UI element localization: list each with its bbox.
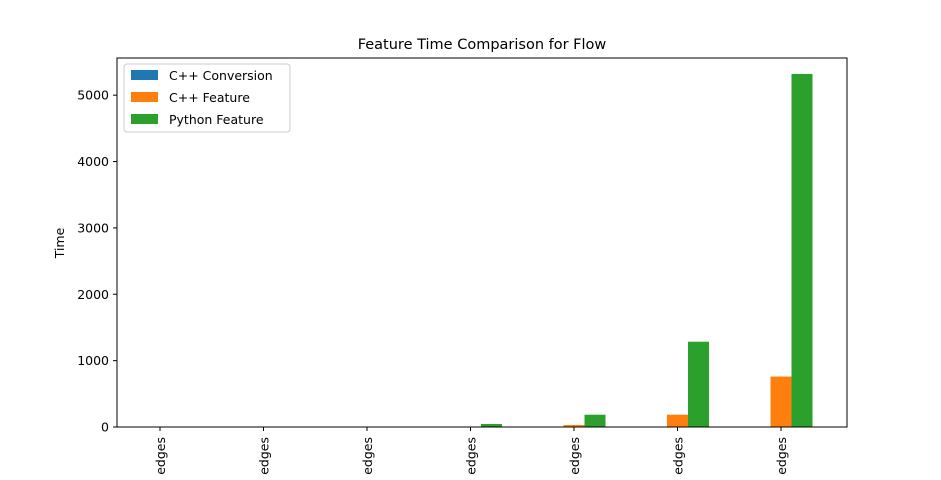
bar-2-7: [770, 376, 792, 427]
chart-title: Feature Time Comparison for Flow: [358, 37, 607, 53]
x-tick-label-6: edges: [671, 437, 686, 475]
plot-frame: [116, 57, 848, 428]
x-tick-label-2: edges: [257, 437, 272, 475]
legend-box: [123, 63, 291, 133]
y-axis-label: Time: [52, 227, 67, 259]
y-ticks-group: 0 1000 2000 3000 4000 5000: [77, 88, 117, 435]
bar-3-6: [688, 341, 709, 427]
y-tick-label-4: 3000: [77, 220, 109, 235]
bar-3-4: [481, 424, 502, 427]
x-tick-label-3: edges: [360, 437, 375, 475]
legend: C++ Conversion C++ Feature Python Feature: [123, 63, 291, 133]
bar-2-5: [563, 425, 585, 427]
y-tick-label-2: 1000: [77, 353, 109, 368]
x-tick-label-5: edges: [567, 437, 582, 475]
y-tick-label-6: 5000: [77, 88, 109, 103]
y-tick-label-1: 0: [101, 420, 109, 435]
legend-label-3: Python Feature: [169, 112, 264, 127]
legend-swatch-3: [131, 114, 158, 124]
bar-3-7: [791, 73, 813, 428]
bar-2-6: [667, 414, 688, 427]
x-tick-label-4: edges: [464, 437, 479, 475]
legend-swatch-1: [131, 70, 158, 80]
legend-label-1: C++ Conversion: [169, 68, 273, 83]
x-ticks-group: edges edges edges edges edges edges edges: [153, 427, 789, 475]
bars-group: [274, 73, 813, 428]
x-tick-label-7: edges: [774, 437, 789, 475]
y-tick-label-5: 4000: [77, 154, 109, 169]
bar-3-5: [584, 414, 606, 427]
x-tick-label-1: edges: [153, 437, 168, 475]
legend-label-2: C++ Feature: [169, 90, 250, 105]
y-tick-label-3: 2000: [77, 287, 109, 302]
legend-swatch-2: [131, 92, 158, 102]
